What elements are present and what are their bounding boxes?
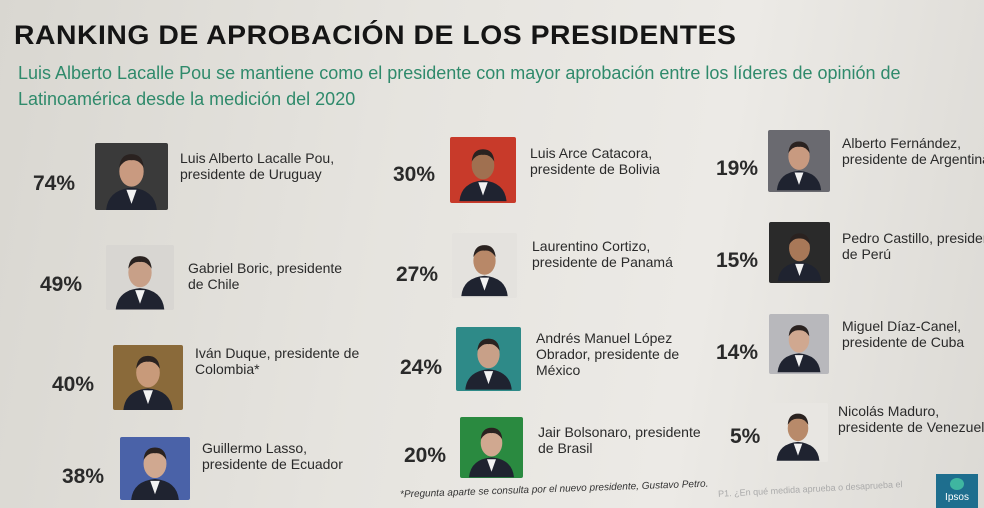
president-name: Iván Duque, presidente de Colombia*	[195, 345, 360, 377]
footnote: *Pregunta aparte se consulta por el nuev…	[399, 478, 709, 501]
president-name: Nicolás Maduro, presidente de Venezuela	[838, 403, 984, 435]
approval-percentage: 19%	[716, 157, 759, 180]
president-name: Laurentino Cortizo, presidente de Panamá	[532, 238, 673, 270]
president-name: Alberto Fernández, presidente de Argenti…	[842, 135, 984, 167]
president-photo	[768, 130, 830, 192]
approval-percentage: 74%	[33, 172, 76, 195]
approval-percentage: 49%	[40, 273, 83, 296]
president-name: Luis Alberto Lacalle Pou, presidente de …	[180, 150, 335, 182]
approval-percentage: 40%	[52, 373, 95, 396]
president-name: Pedro Castillo, presidente de Perú	[842, 230, 984, 262]
approval-percentage: 30%	[393, 163, 436, 186]
page-title: RANKING DE APROBACIÓN DE LOS PRESIDENTES	[14, 20, 737, 50]
president-photo	[106, 245, 174, 310]
president-photo	[95, 143, 168, 210]
footnote-question: P1. ¿En qué medida aprueba o desaprueba …	[717, 479, 903, 499]
president-name: Miguel Díaz-Canel, presidente de Cuba	[842, 318, 965, 350]
approval-percentage: 38%	[62, 465, 105, 488]
president-photo	[452, 233, 517, 298]
president-photo	[768, 403, 828, 462]
president-photo	[769, 222, 830, 283]
subtitle: Luis Alberto Lacalle Pou se mantiene com…	[18, 63, 901, 109]
president-photo	[456, 327, 521, 391]
approval-percentage: 5%	[730, 425, 761, 448]
president-photo	[113, 345, 183, 410]
approval-percentage: 14%	[716, 341, 759, 364]
president-photo	[450, 137, 516, 203]
approval-percentage: 15%	[716, 249, 759, 272]
president-photo	[120, 437, 190, 500]
president-name: Guillermo Lasso, presidente de Ecuador	[202, 440, 343, 472]
president-name: Gabriel Boric, presidente de Chile	[188, 260, 343, 292]
president-photo	[460, 417, 523, 478]
president-name: Andrés Manuel López Obrador, presidente …	[536, 330, 680, 378]
approval-percentage: 24%	[400, 356, 443, 379]
approval-percentage: 20%	[404, 444, 447, 467]
president-name: Jair Bolsonaro, presidente de Brasil	[538, 424, 701, 456]
ipsos-logo: Ipsos	[936, 474, 978, 508]
president-name: Luis Arce Catacora, presidente de Bolivi…	[530, 145, 660, 177]
approval-percentage: 27%	[396, 263, 439, 286]
president-photo	[769, 314, 829, 374]
